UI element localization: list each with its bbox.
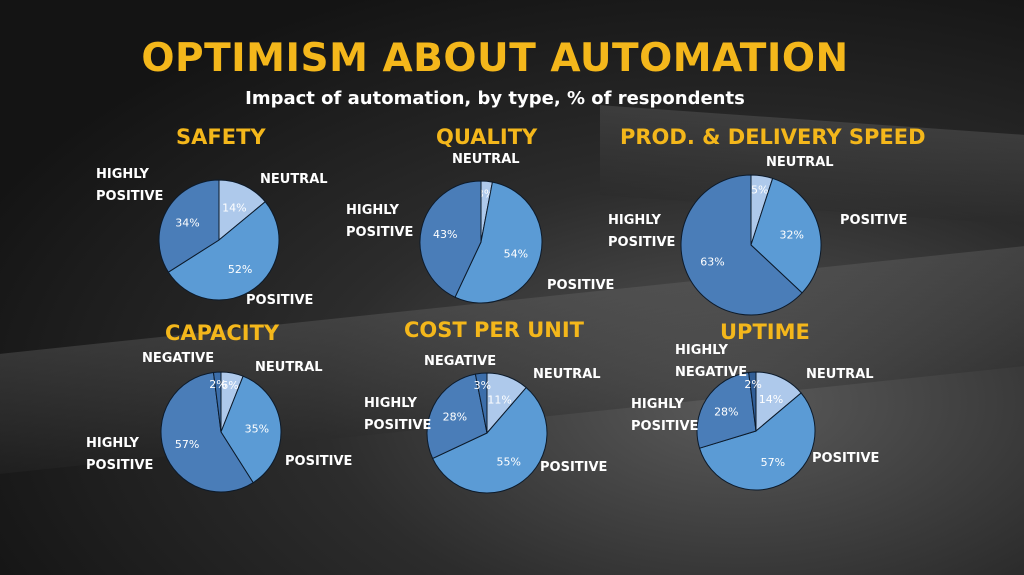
slice-label-neutral: NEUTRAL bbox=[806, 367, 874, 382]
chart-title-prod-delivery-speed: PROD. & DELIVERY SPEED bbox=[620, 125, 926, 149]
slice-label-highly-positive: HIGHLY POSITIVE bbox=[86, 436, 154, 473]
pie-value-label: 14% bbox=[222, 201, 246, 214]
slice-label-neutral: NEUTRAL bbox=[766, 155, 834, 170]
slice-label-positive: POSITIVE bbox=[812, 451, 880, 466]
chart-title-uptime: UPTIME bbox=[720, 320, 810, 344]
pie-chart-capacity: 6% 35% 57% 2% bbox=[160, 371, 282, 493]
slice-label-positive: POSITIVE bbox=[547, 278, 615, 293]
slice-label-positive: POSITIVE bbox=[285, 454, 353, 469]
chart-title-capacity: CAPACITY bbox=[165, 321, 280, 345]
main-title: OPTIMISM ABOUT AUTOMATION bbox=[141, 36, 849, 81]
slice-label-positive: POSITIVE bbox=[840, 213, 908, 228]
pie-value-label: 35% bbox=[245, 423, 269, 436]
pie-value-label: 57% bbox=[175, 438, 199, 451]
pie-chart-uptime: 14% 57% 28% 2% bbox=[696, 371, 816, 491]
pie-chart-prod-delivery-speed: 5% 32% 63% bbox=[680, 174, 822, 316]
slice-label-highly-negative: HIGHLY NEGATIVE bbox=[675, 343, 748, 380]
pie-chart-cost-per-unit: 11% 55% 28% 3% bbox=[426, 372, 548, 494]
slice-label-neutral: NEUTRAL bbox=[533, 367, 601, 382]
pie-value-label: 28% bbox=[714, 406, 738, 419]
pie-value-label: 2% bbox=[744, 378, 761, 391]
slice-label-neutral: NEUTRAL bbox=[260, 172, 328, 187]
pie-chart-safety: 14% 52% 34% bbox=[158, 179, 280, 301]
pie-slice-positive bbox=[220, 375, 282, 484]
pie-slice-highly-positive bbox=[158, 179, 220, 273]
pie-slice-highly-positive bbox=[160, 371, 254, 493]
pie-slice-positive bbox=[454, 181, 543, 304]
pie-value-label: 43% bbox=[433, 228, 457, 241]
slice-label-negative: NEGATIVE bbox=[142, 351, 215, 366]
slice-label-neutral: NEUTRAL bbox=[255, 360, 323, 375]
slice-label-neutral: NEUTRAL bbox=[452, 152, 520, 167]
slice-label-highly-positive: HIGHLY POSITIVE bbox=[96, 167, 164, 204]
pie-value-label: 54% bbox=[504, 247, 528, 260]
slice-label-highly-positive: HIGHLY POSITIVE bbox=[364, 396, 432, 433]
pie-value-label: 28% bbox=[443, 411, 467, 424]
pie-value-label: 2% bbox=[209, 378, 226, 391]
chart-title-quality: QUALITY bbox=[436, 125, 538, 149]
slice-label-negative: NEGATIVE bbox=[424, 354, 497, 369]
pie-value-label: 5% bbox=[751, 184, 768, 197]
pie-value-label: 57% bbox=[761, 456, 785, 469]
pie-slice-negative bbox=[474, 372, 488, 434]
pie-slice-highly-positive bbox=[419, 180, 482, 298]
slice-label-positive: POSITIVE bbox=[540, 460, 608, 475]
subtitle: Impact of automation, by type, % of resp… bbox=[245, 88, 745, 109]
pie-value-label: 32% bbox=[779, 229, 803, 242]
pie-slice-positive bbox=[431, 386, 548, 494]
pie-slice-highly-negative bbox=[748, 371, 757, 432]
pie-value-label: 34% bbox=[175, 217, 199, 230]
pie-value-label: 3% bbox=[474, 379, 491, 392]
pie-slice-highly-positive bbox=[696, 371, 757, 449]
pie-slice-positive bbox=[698, 392, 816, 491]
pie-chart-quality: 3%54%43% bbox=[419, 180, 543, 304]
pie-value-label: 52% bbox=[228, 263, 252, 276]
pie-value-label: 6% bbox=[221, 379, 238, 392]
pie-slice-positive bbox=[750, 177, 822, 294]
pie-value-label: 63% bbox=[700, 256, 724, 269]
slice-label-highly-positive: HIGHLY POSITIVE bbox=[631, 397, 699, 434]
pie-slice-highly-positive bbox=[426, 373, 488, 460]
pie-slice-negative bbox=[212, 371, 222, 433]
pie-value-label: 55% bbox=[496, 456, 520, 469]
pie-value-label: 14% bbox=[759, 393, 783, 406]
pie-slice-positive bbox=[167, 201, 280, 301]
pie-slice-neutral bbox=[218, 179, 266, 242]
slice-label-positive: POSITIVE bbox=[246, 293, 314, 308]
chart-title-cost-per-unit: COST PER UNIT bbox=[404, 318, 585, 342]
slice-label-highly-positive: HIGHLY POSITIVE bbox=[608, 213, 676, 250]
pie-value-label: 11% bbox=[487, 393, 511, 406]
slice-label-highly-positive: HIGHLY POSITIVE bbox=[346, 203, 414, 240]
pie-slice-neutral bbox=[755, 371, 802, 433]
chart-title-safety: SAFETY bbox=[176, 125, 266, 149]
pie-slice-highly-positive bbox=[680, 174, 803, 316]
